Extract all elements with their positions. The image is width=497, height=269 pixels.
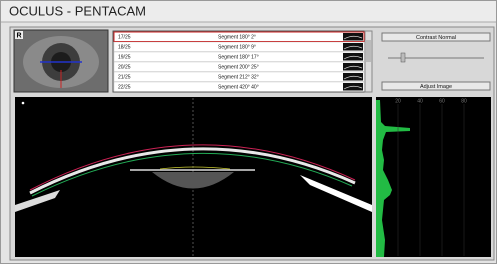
row-segment: Segment 180° 2° bbox=[218, 34, 256, 40]
list-row[interactable]: 22/25 Segment 420° 40° bbox=[114, 82, 364, 92]
list-row[interactable]: 20/25 Segment 200° 25° bbox=[114, 62, 364, 72]
row-thumbnail bbox=[343, 33, 363, 41]
row-id: 19/25 bbox=[118, 54, 131, 60]
marker-dot bbox=[22, 102, 25, 105]
row-id: 17/25 bbox=[118, 34, 131, 40]
densitometry-panel: 20 40 60 80 bbox=[376, 97, 491, 257]
row-id: 18/25 bbox=[118, 44, 131, 50]
segment-list: 17/25 Segment 180° 2° 18/25 Segment 180° 9°… bbox=[113, 31, 372, 92]
contrast-button-label: Contrast Normal bbox=[416, 35, 456, 41]
row-thumbnail bbox=[343, 53, 363, 61]
row-thumbnail bbox=[343, 63, 363, 71]
row-segment: Segment 420° 40° bbox=[218, 84, 259, 90]
histogram-axis-label: 20 bbox=[395, 98, 401, 104]
histogram-axis-label: 40 bbox=[417, 98, 423, 104]
row-thumbnail bbox=[343, 83, 363, 91]
row-id: 20/25 bbox=[118, 64, 131, 70]
histogram-axis-label: 80 bbox=[461, 98, 467, 104]
app-window: OCULUS - PENTACAM R 17/25 Segment 180° 2°… bbox=[0, 0, 497, 264]
list-row[interactable]: 21/25 Segment 212° 32° bbox=[114, 72, 364, 82]
list-row[interactable]: 17/25 Segment 180° 2° bbox=[114, 32, 364, 42]
scroll-thumb[interactable] bbox=[366, 40, 371, 62]
row-segment: Segment 212° 32° bbox=[218, 74, 259, 80]
list-row[interactable]: 19/25 Segment 180° 17° bbox=[114, 52, 364, 62]
histogram-background bbox=[376, 97, 491, 257]
list-row[interactable]: 18/25 Segment 180° 9° bbox=[114, 42, 364, 52]
row-id: 21/25 bbox=[118, 74, 131, 80]
row-segment: Segment 180° 9° bbox=[218, 44, 256, 50]
row-thumbnail bbox=[343, 43, 363, 51]
eye-image: R bbox=[14, 30, 108, 92]
slider-thumb[interactable] bbox=[401, 53, 405, 62]
app-title: OCULUS - PENTACAM bbox=[9, 3, 146, 18]
row-id: 22/25 bbox=[118, 84, 131, 90]
row-segment: Segment 200° 25° bbox=[218, 64, 259, 70]
row-segment: Segment 180° 17° bbox=[218, 54, 259, 60]
histogram-axis-label: 60 bbox=[439, 98, 445, 104]
eye-label: R bbox=[16, 32, 21, 39]
row-thumbnail bbox=[343, 73, 363, 81]
adjust-button-label: Adjust Image bbox=[420, 84, 452, 90]
scheimpflug-image bbox=[15, 97, 372, 257]
